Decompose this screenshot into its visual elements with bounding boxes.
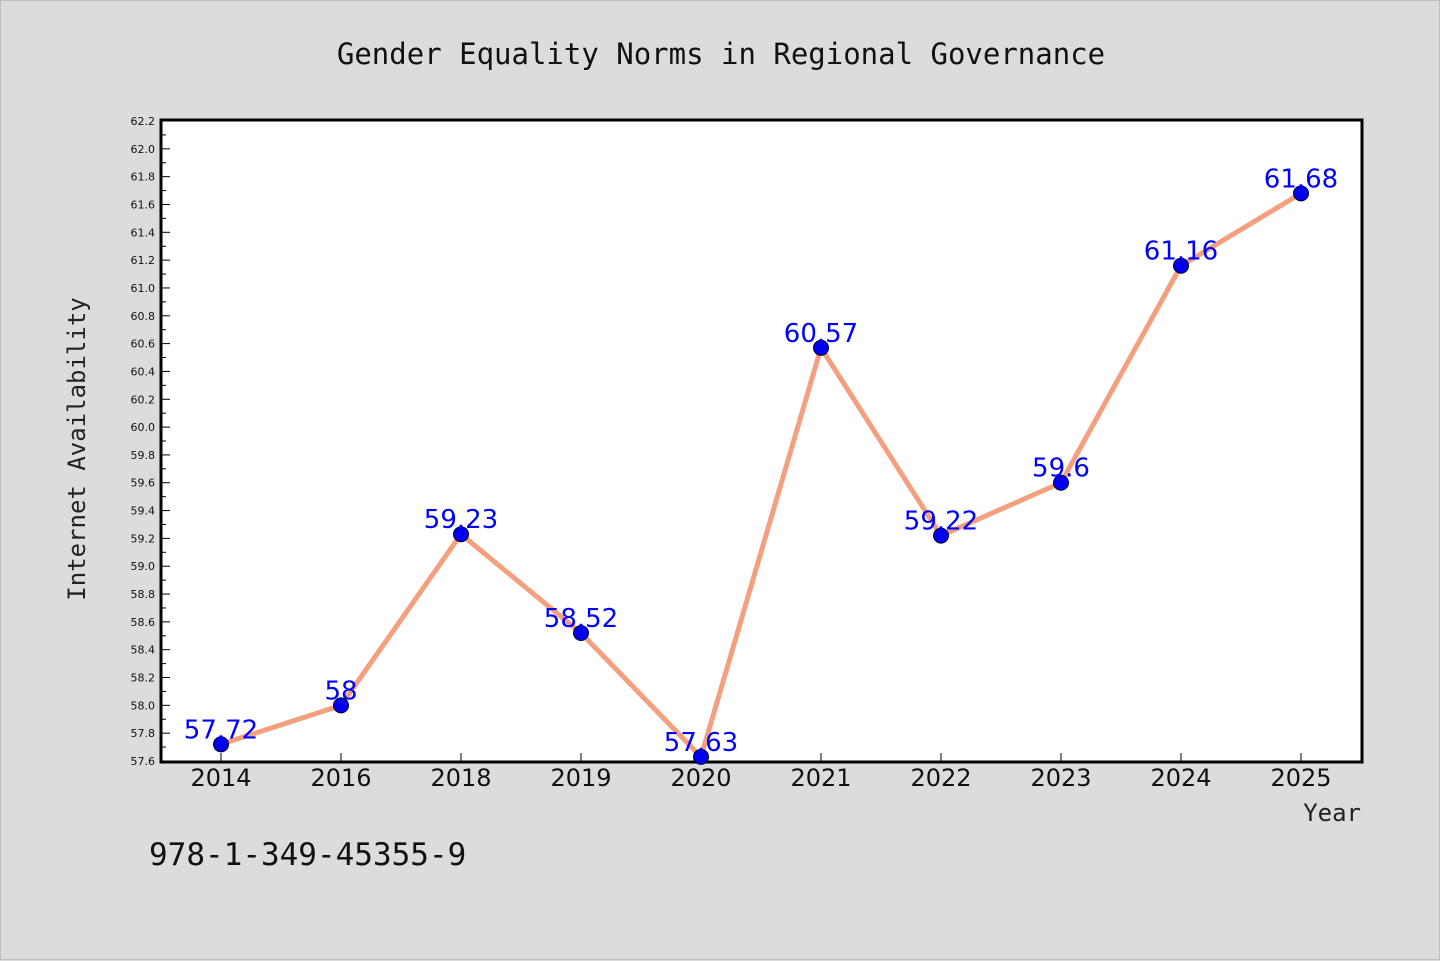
data-point-label: 58.52	[544, 604, 618, 634]
y-tick-label: 59.8	[131, 449, 156, 462]
x-tick-label: 2023	[1030, 764, 1091, 792]
x-tick-label: 2014	[190, 764, 251, 792]
data-point-marker	[1053, 474, 1069, 491]
y-tick-label: 58.6	[131, 616, 156, 629]
data-point-marker	[333, 697, 349, 714]
data-point-label: 61.68	[1264, 164, 1338, 194]
series-line-layer	[220, 191, 1303, 760]
data-point-marker	[1293, 185, 1309, 202]
markers-layer	[213, 185, 1309, 765]
data-point-label: 57.72	[184, 715, 258, 745]
y-tick-label: 57.6	[131, 755, 156, 768]
y-axis: 57.6 57.8 58.0 58.2 58.4 58.6 58.8 59.0 59.2 59.4…	[131, 115, 170, 768]
x-tick-label: 2016	[310, 764, 371, 792]
data-point-marker	[573, 625, 589, 641]
y-tick-label: 59.0	[131, 560, 156, 573]
x-axis-label: Year	[1303, 799, 1361, 827]
x-tick-label: 2020	[670, 764, 731, 792]
y-tick-label: 57.8	[131, 727, 156, 740]
x-axis: 2014 2016 2018 2019 2020 2021 2022 2023 2024 2025	[190, 753, 1332, 792]
data-point-label: 61.16	[1144, 237, 1218, 267]
data-point-marker	[1173, 257, 1189, 274]
data-point-marker	[213, 736, 229, 753]
y-tick-label: 61.2	[131, 254, 156, 267]
data-point-label: 59.22	[904, 507, 978, 537]
y-tick-label: 60.6	[131, 338, 156, 351]
y-tick-label: 58.2	[131, 672, 156, 685]
y-tick-label: 61.4	[131, 226, 156, 239]
data-point-marker	[933, 527, 949, 544]
x-tick-label: 2022	[910, 764, 971, 792]
data-point-label: 58	[324, 676, 357, 706]
chart-title: Gender Equality Norms in Regional Govern…	[337, 37, 1105, 71]
data-point-marker	[453, 526, 469, 543]
y-tick-label: 60.2	[131, 393, 156, 406]
x-tick-label: 2019	[550, 764, 611, 792]
y-tick-label: 60.0	[131, 421, 156, 434]
data-point-label: 59.6	[1032, 454, 1090, 484]
data-point-label: 59.23	[424, 505, 498, 535]
series-line	[220, 191, 1303, 760]
y-tick-label: 58.4	[131, 644, 156, 657]
y-tick-label: 62.2	[131, 115, 156, 128]
y-tick-label: 62.0	[131, 143, 156, 156]
data-labels-layer: 57.72 58 59.23 58.52 57.63 60.57 59.22 59.6 61.1…	[184, 164, 1338, 757]
y-tick-label: 59.6	[131, 477, 156, 490]
data-point-marker	[813, 339, 829, 356]
isbn-annotation: 978-1-349-45355-9	[149, 837, 466, 873]
y-tick-label: 61.8	[131, 171, 156, 184]
y-tick-label: 58.0	[131, 699, 156, 712]
y-tick-label: 59.4	[131, 505, 156, 518]
y-tick-label: 60.8	[131, 310, 156, 323]
x-tick-label: 2025	[1270, 764, 1331, 792]
data-point-label: 60.57	[784, 319, 858, 349]
y-tick-label: 61.6	[131, 198, 156, 211]
data-point-label: 57.63	[664, 728, 738, 758]
x-tick-label: 2021	[790, 764, 851, 792]
plot-area	[159, 118, 1364, 764]
data-point-marker	[693, 748, 709, 765]
x-tick-label: 2024	[1150, 764, 1211, 792]
y-tick-label: 61.0	[131, 282, 156, 295]
x-tick-label: 2018	[430, 764, 491, 792]
y-axis-label: Internet Availability	[63, 297, 91, 600]
y-tick-label: 60.4	[131, 365, 156, 378]
y-tick-label: 59.2	[131, 532, 156, 545]
y-tick-label: 58.8	[131, 588, 156, 601]
